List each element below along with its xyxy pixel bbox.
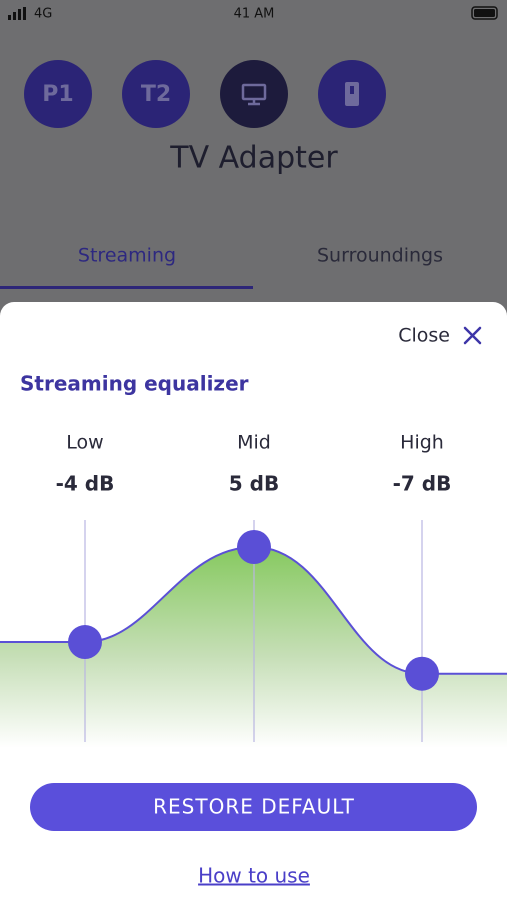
program-button[interactable]: [220, 60, 288, 128]
device-title: TV Adapter: [169, 141, 338, 176]
program-label: T2: [141, 82, 171, 107]
network-label: 4G: [34, 7, 52, 22]
band-value: -4 dB: [56, 472, 115, 496]
remote-icon: [345, 82, 359, 106]
band-knob[interactable]: [237, 530, 271, 564]
equalizer: Low -4 dB Mid 5 dB High -7 dB: [0, 432, 507, 748]
program-button[interactable]: [122, 60, 190, 128]
band-knob[interactable]: [405, 656, 439, 691]
close-icon[interactable]: [463, 326, 482, 345]
band-knob[interactable]: [68, 625, 102, 660]
dimmed-background: [0, 0, 507, 320]
band-label: Low: [66, 432, 103, 454]
tab[interactable]: Surroundings: [317, 245, 443, 267]
program-button[interactable]: [24, 60, 92, 128]
restore-button-label: RESTORE DEFAULT: [153, 795, 355, 819]
battery-icon: [471, 6, 498, 20]
restore-button[interactable]: [30, 783, 477, 831]
how-to-link[interactable]: How to use: [198, 864, 310, 888]
sheet-title: Streaming equalizer: [20, 372, 249, 396]
band-value: -7 dB: [393, 472, 452, 496]
program-label: P1: [42, 82, 73, 107]
tab[interactable]: Streaming: [78, 245, 176, 267]
tab-indicator: [0, 286, 253, 289]
close-label[interactable]: Close: [398, 325, 450, 347]
monitor-icon: [241, 83, 267, 106]
signal-icon: [8, 7, 26, 20]
clock: 41 AM: [234, 7, 275, 22]
band-value: 5 dB: [229, 472, 279, 496]
band-label: Mid: [237, 432, 271, 454]
band-label: High: [400, 432, 444, 454]
